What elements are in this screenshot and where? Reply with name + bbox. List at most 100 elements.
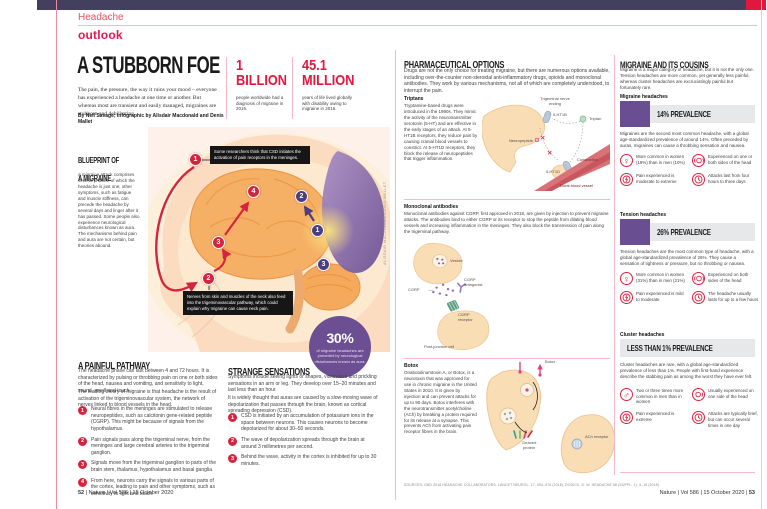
aura-stat-value: 30%	[326, 330, 354, 347]
pharma-divider-1	[404, 199, 610, 200]
pathway-step: 3 Signals move from the trigeminal gangli…	[78, 460, 220, 473]
prevalence-value: LESS THAN 1% PREVALENCE	[627, 343, 713, 353]
fact-gender: ♀ More common in women (31%) than in men …	[620, 272, 687, 285]
fact-location: Experienced on one or both sides of the …	[692, 154, 759, 167]
pain-marker-2: 2	[202, 272, 215, 285]
masthead-section-label: Headache	[78, 12, 124, 23]
antibodies-body: Monoclonal antibodies against CGRP, firs…	[404, 211, 609, 234]
pathway-step: 2 Pain signals pass along the trigeminal …	[78, 436, 220, 457]
female-icon: ♀	[623, 155, 630, 166]
right-column-rule	[614, 55, 615, 475]
label-cgrp-receptor: CGRP receptor	[458, 312, 473, 322]
cluster-prevalence-bar: LESS THAN 1% PREVALENCE	[620, 339, 755, 357]
aura-marker-2: 2	[295, 190, 308, 203]
head-both-sides-icon	[693, 275, 704, 282]
aura-stat-caption: of migraine headaches are preceded by ne…	[314, 348, 366, 364]
article-intro: The pain, the pressure, the way it ruins…	[78, 87, 217, 117]
callout-csd: Some researchers think that CSD initiate…	[210, 146, 310, 165]
pathway-step: 4 From here, neurons carry the signals to…	[78, 477, 220, 498]
antibodies-label: Monoclonal antibodies	[404, 204, 459, 210]
right-page-footer: Nature | Vol 586 | 15 October 2020 | 53	[659, 490, 755, 496]
pharma-intro: Drugs are not the only choice for treati…	[404, 68, 610, 94]
blueprint-body: A migraine attack comprises several phas…	[78, 172, 140, 249]
prevalence-value: 26% PREVALENCE	[657, 227, 711, 237]
sources-note: SOURCES: GBD 2016 HEADACHE COLLABORATORS…	[404, 483, 659, 487]
fact-location: Experienced on both sides of the head	[692, 272, 759, 285]
tension-facts: ♀ More common in women (31%) than in men …	[620, 272, 760, 310]
blueprint-heading: BLUEPRINT OF A MIGRAINE	[78, 156, 120, 183]
page-edge-rule-left	[56, 0, 57, 509]
clock-icon	[694, 293, 703, 302]
aura-stat-circle: 30% of migraine headaches are preceded b…	[309, 316, 371, 378]
label-neuropeptide: Neuropeptide	[508, 138, 533, 143]
label-5ht1b: 5-HT1B	[553, 112, 567, 117]
pathway-para2: The leading theory of migraine is that h…	[78, 389, 217, 409]
pain-marker-3: 3	[212, 236, 225, 249]
tension-body: Tension headaches are the most common ty…	[620, 249, 754, 266]
fact-gender: ♂ Two or three times more common in men t…	[620, 388, 687, 405]
pain-icon	[622, 413, 631, 422]
head-both-sides-icon	[693, 157, 704, 164]
migraine-body: Migraines are the second most common hea…	[620, 131, 749, 148]
right-footer-rule	[620, 472, 755, 473]
outlook-brand-logo: outlook	[78, 28, 123, 42]
stat-caption: years of life lived globally with disabi…	[302, 94, 353, 112]
cousins-intro: Migraine is a major category of headache…	[620, 67, 754, 90]
page-edge-rule-right	[761, 0, 762, 509]
article-byline: By Neil Savage; infographic by Alisdair …	[78, 113, 224, 125]
sensations-para1: Symptoms include seeing lights or shapes…	[228, 374, 377, 394]
center-fold-rule	[395, 50, 396, 500]
male-icon: ♂	[623, 389, 630, 400]
left-page-footer: 52 | Nature | Vol 586 | 15 October 2020	[78, 490, 174, 496]
masthead-rule	[78, 25, 757, 26]
migraine-facts: ♀ More common in women (19%) than in men …	[620, 154, 760, 192]
cousins-heading: MIGRAINE AND ITS COUSINS	[620, 60, 709, 70]
fact-duration: Attacks last from four hours to three da…	[692, 173, 759, 186]
sensations-step: 2 The wave of depolarization spreads thro…	[228, 436, 380, 450]
label-cgrp-antagonist: CGRP antagonist	[464, 277, 483, 287]
stat-number: 1	[236, 57, 244, 74]
fact-location: Usually experienced on one side of the h…	[692, 388, 759, 405]
stat-unit: BILLION	[236, 72, 287, 90]
label-5ht1d: 5-HT1D	[546, 169, 561, 174]
top-brand-bar	[37, 0, 746, 10]
pathway-heading: A PAINFUL PATHWAY	[78, 361, 151, 372]
pharma-heading: PHARMACEUTICAL OPTIONS	[404, 60, 505, 71]
fact-pain: Pain experienced is moderate to extreme	[620, 173, 687, 186]
pain-marker-4: 4	[247, 185, 260, 198]
pharma-divider-2	[404, 358, 610, 359]
botox-label: Botox	[404, 363, 419, 369]
aura-marker-3: 3	[317, 258, 330, 271]
sensations-step: 3 Behind the wave, activity in the cortex…	[228, 454, 380, 467]
pain-marker-1: 1	[189, 153, 202, 166]
pathway-steps: 1 Neural fibres in the meninges are stimu…	[78, 406, 220, 502]
sensations-step: 1 CSD is initiated by an accumulation of …	[228, 413, 380, 433]
botox-body: Onabotulinumtoxin A, or Botox, is a neur…	[404, 370, 477, 435]
clock-icon	[694, 413, 703, 422]
stat-disability-years: 45.1 MILLION years of life lived globall…	[302, 58, 364, 112]
label-constriction: Constriction	[577, 157, 599, 162]
article-title: A STUBBORN FOE	[77, 52, 281, 80]
prevalence-square	[620, 101, 650, 127]
stat-unit: MILLION	[302, 72, 355, 90]
label-post-junction-cell: Post-junction cell	[424, 344, 455, 349]
stat-caption: people worldwide had a diagnosis of migr…	[236, 94, 284, 112]
article-title-text: A STUBBORN FOE	[77, 52, 220, 79]
tension-prevalence-bar: 26% PREVALENCE	[620, 219, 755, 245]
callout-neck: Nerves from skin and muscles of the neck…	[183, 291, 293, 316]
triptans-label: Triptans	[404, 96, 424, 102]
label-dural-vessel: Dural blood vessel	[560, 183, 593, 188]
stat-divider-1	[226, 57, 227, 119]
pathway-step: 1 Neural fibres in the meninges are stimu…	[78, 406, 220, 433]
tension-section-label: Tension headaches	[620, 212, 667, 218]
stat-number: 45.1	[302, 57, 327, 74]
label-cleaved-protein: Cleaved protein	[521, 440, 537, 450]
botox-diagram	[482, 358, 615, 478]
prevalence-value: 14% PREVALENCE	[657, 109, 711, 119]
antibody-diagram	[404, 242, 492, 354]
fact-gender: ♀ More common in women (19%) than in men …	[620, 154, 687, 167]
fact-pain: Pain experienced is mild to moderate	[620, 291, 687, 304]
fact-duration: The headache usually lasts for up to a f…	[692, 291, 759, 304]
stat-divider-2	[292, 57, 293, 119]
